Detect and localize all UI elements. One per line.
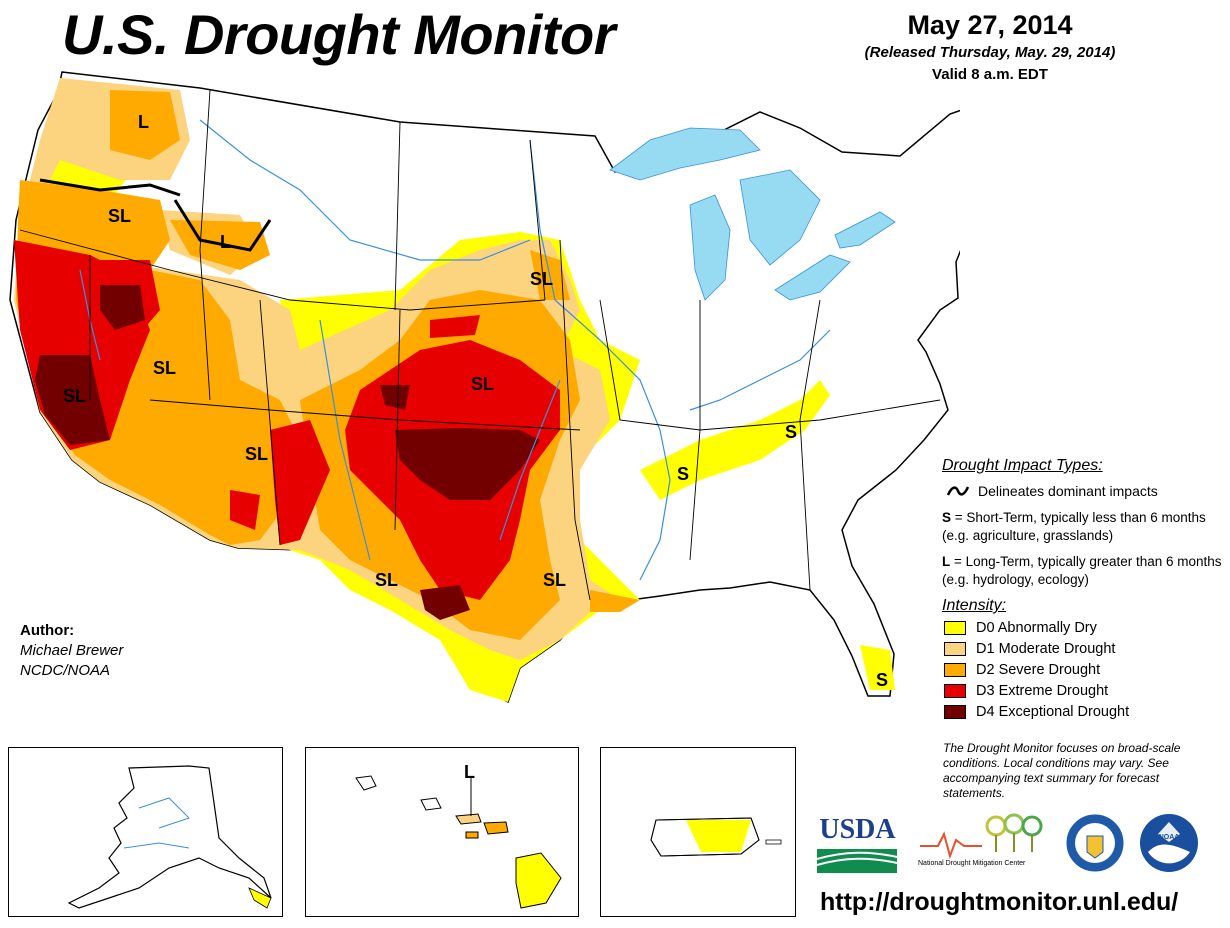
label-id: L [220,232,231,252]
label-ky: S [785,422,797,442]
legend-row-d2: D2 Severe Drought [942,659,1227,680]
ndmc-logo-icon [920,813,1043,860]
swatch-d3 [944,683,966,698]
conus-map: L SL L SL SL SL SL SL SL SL S S S [9,71,960,704]
impact-types-title: Drought Impact Types: [942,457,1103,474]
author-label: Author: [20,622,75,639]
short-term-def: S = Short-Term, typically less than 6 mo… [942,509,1227,545]
label-or: SL [108,206,131,226]
label-tx-w: SL [375,570,398,590]
hawaii-map: L [355,762,562,909]
legend-label-d1: D1 Moderate Drought [976,640,1116,657]
page-title: U.S. Drought Monitor [62,3,616,66]
usda-field-icon [816,849,898,873]
long-term-text: = Long-Term, typically greater than 6 mo… [942,554,1222,587]
author-name: Michael Brewer [20,642,124,659]
monitor-url[interactable]: http://droughtmonitor.unl.edu/ [820,888,1179,916]
legend-row-d3: D3 Extreme Drought [942,680,1227,701]
swatch-d4 [944,704,966,719]
release-date: (Released Thursday, May. 29, 2014) [864,44,1116,61]
label-tx-e: SL [543,570,566,590]
impact-line-label: Delineates dominant impacts [978,483,1158,499]
intensity-title: Intensity: [942,597,1007,614]
disclaimer-note: The Drought Monitor focuses on broad-sca… [943,741,1181,800]
legend-label-d4: D4 Exceptional Drought [976,703,1130,720]
legend-row-d0: D0 Abnormally Dry [942,617,1227,638]
inset-puerto-rico [600,747,796,917]
legend-row-d4: D4 Exceptional Drought [942,701,1227,722]
great-lakes [609,127,896,301]
label-nv: SL [153,358,176,378]
inset-hawaii: L [305,747,579,917]
map-date: May 27, 2014 [907,10,1073,40]
inset-alaska [8,747,283,917]
label-ks: SL [471,374,494,394]
legend: Drought Impact Types: Delineates dominan… [942,455,1227,722]
long-term-key: L [942,554,951,569]
usda-logo: USDA [815,815,900,877]
swatch-d0 [944,620,966,635]
usda-wordmark: USDA [819,814,896,845]
legend-label-d0: D0 Abnormally Dry [976,619,1097,636]
legend-row-d1: D1 Moderate Drought [942,638,1227,659]
noaa-wordmark: NOAA [1159,834,1180,841]
legend-label-d3: D3 Extreme Drought [976,682,1109,699]
rivers [79,119,831,581]
alaska-map [67,765,272,909]
long-term-def: L = Long-Term, typically greater than 6 … [942,553,1227,589]
label-wa: L [138,112,149,132]
author-block: Author: Michael Brewer NCDC/NOAA [20,621,123,681]
ndmc-wordmark: National Drought Mitigation Center [918,860,1026,867]
doc-seal-icon [1065,813,1125,873]
label-az: SL [245,444,268,464]
noaa-logo-icon: NOAA [1140,814,1198,872]
state-borders [19,89,941,601]
label-tn: S [677,464,689,484]
legend-label-d2: D2 Severe Drought [976,661,1101,678]
author-org: NCDC/NOAA [20,662,111,679]
impact-line-entry: Delineates dominant impacts [942,481,1227,501]
swatch-d1 [944,641,966,656]
d4-regions [35,285,540,620]
impact-lines [39,178,272,252]
short-term-text: = Short-Term, typically less than 6 mont… [942,510,1206,543]
label-ca: SL [63,386,86,406]
swatch-d2 [944,662,966,677]
label-sd: SL [530,269,553,289]
tilde-line-icon [946,486,970,496]
puerto-rico-map [650,817,782,857]
short-term-key: S [942,510,952,525]
date-block: May 27, 2014 (Released Thursday, May. 29… [800,8,1180,86]
label-hi: L [464,762,475,782]
label-fl: S [876,670,888,690]
valid-time: Valid 8 a.m. EDT [932,66,1048,83]
